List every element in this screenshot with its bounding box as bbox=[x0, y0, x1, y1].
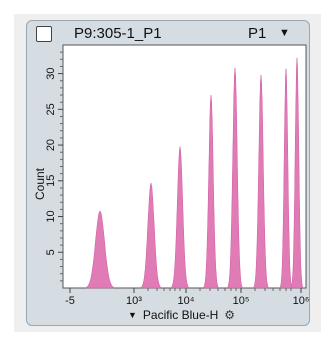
gear-icon[interactable]: ⚙ bbox=[224, 308, 236, 322]
x-tick-label: 10³ bbox=[126, 295, 142, 307]
x-axis-caret-icon[interactable]: ▼ bbox=[128, 310, 137, 320]
histogram-peak bbox=[253, 74, 269, 289]
y-tick-label: 15 bbox=[45, 175, 57, 187]
x-axis-label[interactable]: Pacific Blue-H bbox=[142, 308, 219, 322]
histogram-peak bbox=[85, 210, 115, 289]
histogram-peak bbox=[171, 146, 189, 289]
y-ticks: 5 10 15 20 25 30 bbox=[45, 51, 63, 282]
x-tick-label: 10⁵ bbox=[233, 295, 250, 307]
y-tick-label: 30 bbox=[45, 67, 57, 79]
y-tick-label: 10 bbox=[45, 210, 57, 222]
x-tick-label: -5 bbox=[65, 295, 75, 307]
gate-dropdown-caret-icon[interactable]: ▼ bbox=[279, 27, 290, 39]
x-axis-selector[interactable]: ▼ Pacific Blue-H ⚙ bbox=[128, 308, 235, 322]
y-axis-label: Count bbox=[33, 167, 47, 200]
histogram-peak bbox=[203, 94, 219, 289]
x-tick-label: 10⁶ bbox=[293, 295, 310, 307]
peaks-layer bbox=[85, 57, 303, 289]
x-tick-label: 10⁴ bbox=[178, 295, 195, 307]
select-checkbox[interactable] bbox=[36, 26, 52, 42]
y-tick-label: 25 bbox=[45, 103, 57, 115]
histogram-peak bbox=[227, 67, 243, 289]
histogram-peak bbox=[280, 68, 292, 289]
histogram-peak bbox=[291, 57, 303, 289]
y-tick-label: 5 bbox=[45, 249, 57, 255]
gate-dropdown[interactable]: P1 bbox=[248, 25, 267, 42]
x-ticks: -5 10³ 10⁴ 10⁵ 10⁶ bbox=[65, 288, 309, 307]
sample-title[interactable]: P9:305-1_P1 bbox=[74, 25, 162, 42]
histogram-peak bbox=[140, 182, 162, 289]
y-tick-label: 20 bbox=[45, 139, 57, 151]
